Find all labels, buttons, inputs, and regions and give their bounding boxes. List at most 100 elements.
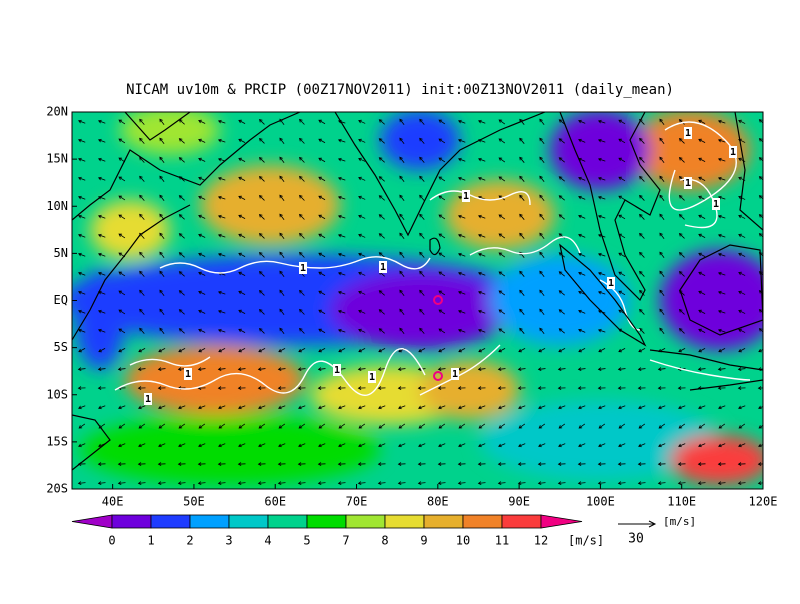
wind-vector [557, 462, 566, 466]
wind-vector [377, 386, 386, 390]
wind-vector [597, 290, 606, 295]
wind-vector [318, 328, 326, 334]
wind-vector [519, 118, 525, 125]
colorbar-triangle [540, 514, 583, 529]
wind-vector [278, 405, 286, 410]
wind-vector [678, 271, 685, 277]
wind-vector [558, 214, 565, 220]
wind-vector [618, 119, 626, 125]
wind-vector [358, 423, 366, 429]
wind-vector [717, 138, 726, 143]
wind-vector [698, 252, 706, 257]
wind-vector [419, 308, 425, 315]
wind-vector [237, 367, 246, 372]
colorbar-label: 10 [456, 534, 470, 548]
wind-vector [178, 290, 185, 296]
wind-vector [258, 423, 266, 429]
wind-vector [458, 423, 466, 429]
wind-vector [438, 233, 446, 239]
wind-vector [698, 347, 706, 353]
wind-vector [737, 481, 746, 486]
colorbar-box [384, 514, 425, 529]
wind-vector [378, 443, 386, 448]
wind-vector [457, 271, 466, 276]
wind-vector [258, 194, 265, 201]
contour-label-box [299, 262, 307, 274]
wind-vector [558, 195, 565, 201]
wind-vector [198, 443, 206, 448]
marker [433, 371, 443, 381]
wind-vector [458, 347, 466, 353]
wind-vector [418, 443, 426, 448]
y-tick-label: 5S [54, 340, 68, 354]
wind-vector [638, 443, 646, 448]
wind-vector [139, 308, 145, 315]
wind-vector [139, 118, 145, 125]
wind-vector [639, 251, 645, 258]
wind-vector [197, 367, 206, 372]
wind-vector [438, 252, 446, 258]
wind-vector [198, 309, 206, 314]
contour-label: 1 [730, 147, 736, 158]
wind-vector [538, 347, 546, 353]
wind-vector [718, 405, 726, 410]
wind-vector [178, 233, 185, 239]
wind-vector [498, 290, 506, 296]
precip-contours [114, 121, 751, 396]
wind-vector [317, 481, 326, 486]
wind-vector [77, 386, 86, 390]
contour-label: 1 [145, 394, 151, 405]
wind-vector [617, 481, 626, 486]
wind-vector [477, 462, 486, 466]
wind-vector [378, 423, 386, 429]
wind-vector [337, 386, 346, 390]
wind-vector [717, 157, 726, 162]
wind-vector [358, 138, 366, 143]
wind-vector [539, 308, 545, 316]
wind-vector [78, 290, 86, 295]
wind-vector [238, 290, 246, 296]
wind-vector [138, 347, 146, 353]
colorbar-unit: [m/s] [568, 534, 604, 548]
wind-vector [318, 252, 326, 258]
wind-vector [97, 233, 106, 238]
contour-label: 1 [334, 365, 340, 376]
wind-vector [358, 233, 366, 238]
wind-vector [358, 252, 366, 257]
contour-label-box [333, 364, 341, 376]
wind-vector [97, 386, 106, 390]
wind-vector [277, 462, 286, 466]
wind-vector [299, 289, 305, 296]
wind-vector [498, 423, 506, 429]
y-tick-label: 20N [46, 105, 68, 119]
contour-label: 1 [185, 369, 191, 380]
wind-vector [438, 157, 446, 163]
wind-vector [118, 423, 126, 429]
x-tick-label: 120E [749, 495, 778, 509]
wind-vector [78, 138, 86, 143]
wind-vector [597, 195, 606, 200]
wind-vector [139, 194, 145, 201]
wind-vector [738, 271, 746, 276]
wind-vector [398, 423, 406, 429]
wind-vector [377, 462, 386, 466]
colorbar: 0 1 2 3 4 5 7 8 9 10 11 12 [71, 514, 583, 548]
wind-vector [418, 347, 426, 353]
wind-vector [97, 462, 106, 466]
wind-vector [758, 138, 763, 143]
wind-vector [318, 405, 326, 410]
wind-vector [279, 232, 285, 240]
wind-vector [399, 156, 405, 164]
wind-vector [337, 195, 346, 200]
wind-vector [678, 233, 685, 239]
wind-vector [437, 481, 446, 486]
wind-vector [498, 271, 506, 277]
wind-vector [577, 367, 586, 372]
wind-vector [558, 290, 565, 296]
wind-vector [497, 386, 506, 390]
wind-vector [639, 137, 645, 144]
wind-vector [118, 176, 126, 182]
wind-vector [337, 214, 346, 219]
x-tick-label: 100E [586, 495, 615, 509]
